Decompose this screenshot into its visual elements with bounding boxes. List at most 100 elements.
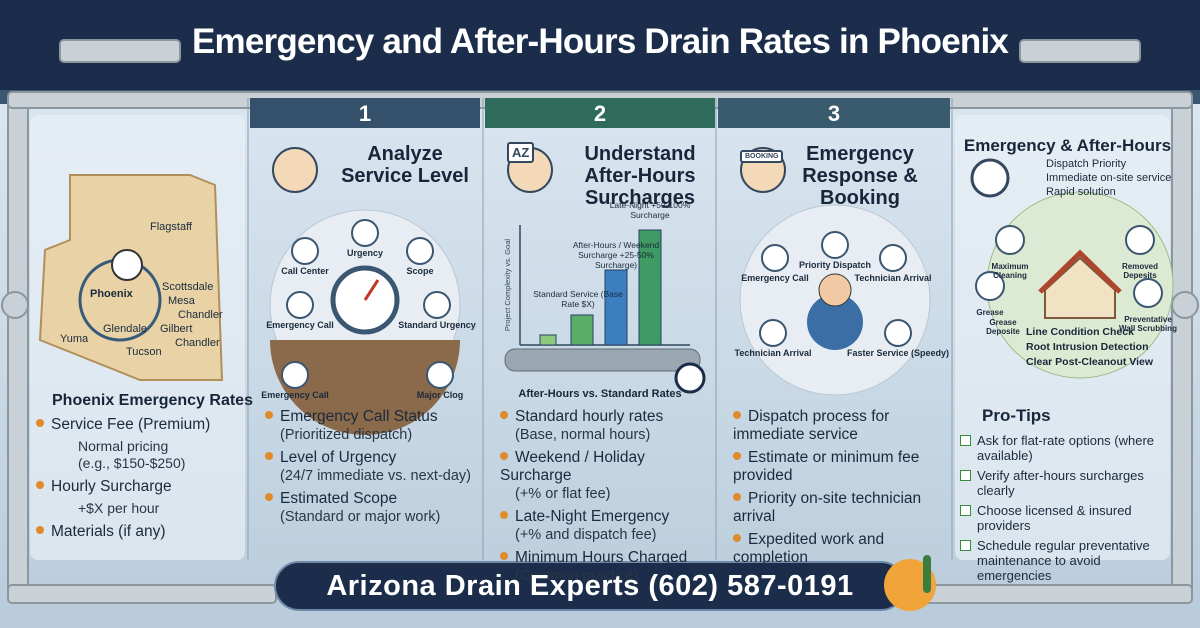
tip: Schedule regular preventative maintenanc… xyxy=(960,538,1168,583)
rate-item: Service Fee (Premium) xyxy=(36,416,241,434)
step-bullet: Weekend / Holiday Surcharge (+% or flat f… xyxy=(500,449,710,503)
bar xyxy=(604,269,628,346)
step-bullet: Late-Night Emergency (+% and dispatch fee… xyxy=(500,508,710,544)
bullet-note: (Base, normal hours) xyxy=(515,427,651,443)
bar-label: Late-Night +50-100% Surcharge xyxy=(609,200,691,220)
rates-list: Service Fee (Premium) Normal pricing (e.g.… xyxy=(36,416,241,545)
city-label: Glendale xyxy=(103,323,148,335)
sidebar-point: Dispatch Priority xyxy=(1046,158,1127,170)
city-label: Chandler xyxy=(175,337,220,349)
step-bullet: Minimum Hours Charged (Common practice) xyxy=(500,549,710,585)
rate-detail: Normal pricing xyxy=(78,438,169,454)
step-bullets: Standard hourly rates (Base, normal hours… xyxy=(500,408,710,590)
icon-label: Emergency Call xyxy=(261,390,329,400)
service-icon xyxy=(281,361,309,389)
bullet-text: Weekend / Holiday Surcharge xyxy=(500,449,645,484)
dispatcher-icon xyxy=(807,294,863,350)
step-badge: AZ xyxy=(507,142,535,163)
step-number: 2 xyxy=(593,101,607,126)
pipe xyxy=(504,348,701,372)
step-icon xyxy=(272,147,318,193)
city-label: Tucson xyxy=(126,346,162,358)
y-axis-label: Project Complexity vs. Goal xyxy=(503,239,512,331)
city-label: Mesa xyxy=(168,295,195,307)
sidebar-icon-label: Grease xyxy=(976,308,1004,317)
city-label: Flagstaff xyxy=(150,221,192,233)
service-icon xyxy=(286,291,314,319)
rate-item: Hourly Surcharge xyxy=(36,478,241,496)
sidebar-icon-label: Maximum Cleaning xyxy=(991,262,1029,280)
step-bullets: Emergency Call Status (Prioritized dispat… xyxy=(265,408,475,531)
service-icon xyxy=(975,271,1005,301)
tips-list: Ask for flat-rate options (where availab… xyxy=(960,433,1168,588)
step-title: Analyze Service Level xyxy=(341,143,469,187)
service-icon xyxy=(423,291,451,319)
city-label: Phoenix xyxy=(90,288,133,300)
service-icon xyxy=(426,361,454,389)
bullet-note: (Prioritized dispatch) xyxy=(280,427,413,443)
icon-label: Call Center xyxy=(281,266,329,276)
step-bullet: Emergency Call Status (Prioritized dispat… xyxy=(265,408,475,444)
dispatcher-head xyxy=(818,273,852,307)
check-item: Clear Post-Cleanout View xyxy=(1026,356,1154,368)
gauge-needle xyxy=(363,279,380,301)
service-icon xyxy=(1125,225,1155,255)
clock-icon xyxy=(970,158,1010,198)
clock-icon xyxy=(111,249,143,281)
service-icon xyxy=(406,237,434,265)
bar-label: Standard Service (Base Rate $X) xyxy=(533,289,623,309)
bar-label: After-Hours / Weekend Surcharge +25-50% … xyxy=(572,240,660,270)
step-bullet: Expedited work and completion xyxy=(733,531,945,567)
step-bullet: Estimated Scope (Standard or major work) xyxy=(265,490,475,526)
cactus xyxy=(923,555,931,593)
service-icon xyxy=(821,231,849,259)
step-band xyxy=(485,98,715,128)
icon-label: Emergency Call xyxy=(266,320,334,330)
header-band xyxy=(0,0,1200,92)
step-title: Understand After-Hours Surcharges xyxy=(584,143,696,209)
bullet-text: Minimum Hours Charged xyxy=(515,549,688,566)
icon-label: Faster Service (Speedy) xyxy=(846,348,950,358)
bar xyxy=(570,314,594,346)
rate-text: Service Fee (Premium) xyxy=(51,416,211,433)
service-icon xyxy=(995,225,1025,255)
chart-caption: After-Hours vs. Standard Rates xyxy=(518,388,682,400)
service-icon xyxy=(761,244,789,272)
tip: Verify after-hours surcharges clearly xyxy=(960,468,1168,498)
step-bullets: Dispatch process for immediate service Es… xyxy=(733,408,945,572)
step-badge: BOOKING xyxy=(740,150,784,163)
service-icon xyxy=(351,219,379,247)
city-label: Yuma xyxy=(60,333,89,345)
bullet-text: Priority on-site technician arrival xyxy=(733,490,922,525)
bullet-text: Emergency Call Status xyxy=(280,408,438,425)
check-item: Root Intrusion Detection xyxy=(1026,341,1149,353)
timer-icon xyxy=(674,362,706,394)
city-label: Chandler xyxy=(178,309,223,321)
step-number: 1 xyxy=(358,101,372,126)
sidebar-icon-label: Grease Deposite xyxy=(986,318,1020,336)
icon-label: Major Clog xyxy=(416,390,464,400)
step-title: Emergency Response & Booking xyxy=(802,143,918,209)
tips-title: Pro-Tips xyxy=(982,406,1051,425)
sidebar-title: Emergency & After-Hours xyxy=(963,136,1172,155)
tip: Choose licensed & insured providers xyxy=(960,503,1168,533)
city-label: Gilbert xyxy=(160,323,193,335)
icon-label: Scope xyxy=(406,266,434,276)
soil xyxy=(270,340,460,435)
rate-item: Materials (if any) xyxy=(36,523,241,541)
service-icon xyxy=(884,319,912,347)
city-label: Scottsdale xyxy=(162,281,214,293)
sidebar-icon-label: Removed Depesits xyxy=(1121,262,1158,280)
step-band xyxy=(250,98,480,128)
house-icon xyxy=(1044,256,1116,319)
bullet-text: Estimate or minimum fee provided xyxy=(733,449,920,484)
step-bullet: Dispatch process for immediate service xyxy=(733,408,945,444)
roof xyxy=(1038,249,1122,294)
icon-label: Priority Dispatch xyxy=(798,260,872,270)
bullet-text: Dispatch process for immediate service xyxy=(733,408,890,443)
bullet-text: Estimated Scope xyxy=(280,490,398,507)
bullet-note: (24/7 immediate vs. next-day) xyxy=(280,468,471,484)
bar xyxy=(539,334,557,346)
bullet-note: (Common practice) xyxy=(515,568,639,584)
